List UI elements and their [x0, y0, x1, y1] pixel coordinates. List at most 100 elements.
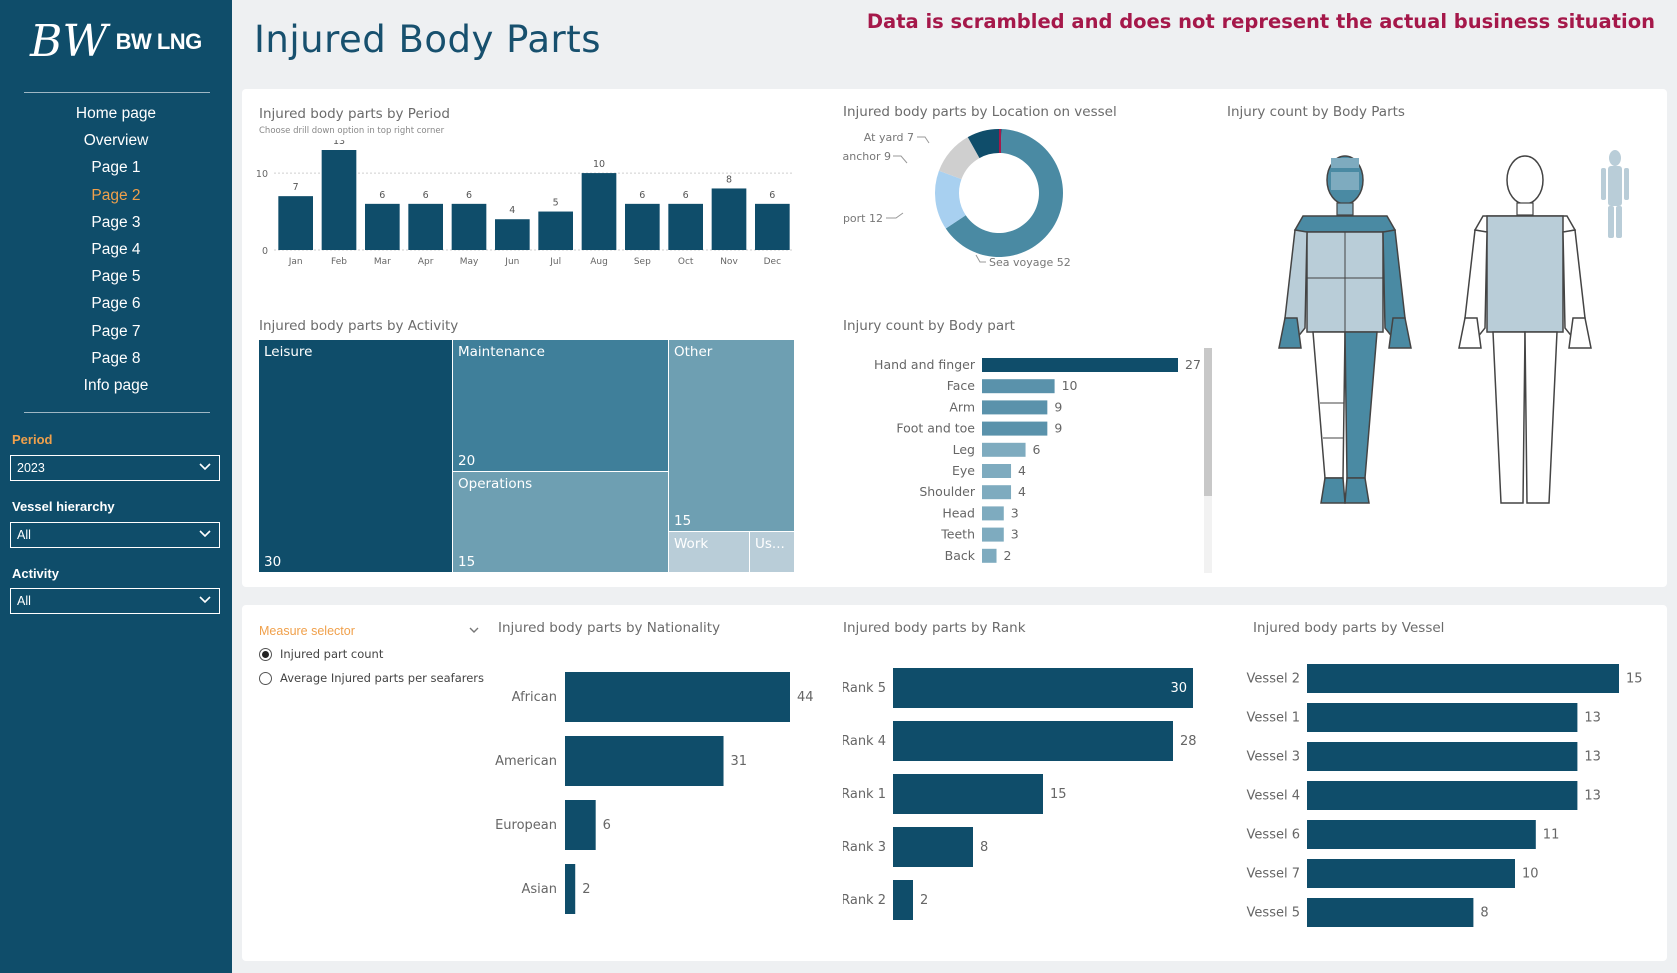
bar-Jul[interactable] — [538, 211, 573, 250]
logo-text: BW LNG — [115, 29, 203, 54]
x-tick-label: Mar — [374, 257, 391, 267]
scrollbar-thumb[interactable] — [1204, 348, 1212, 496]
period-chart-title: Injured body parts by Period — [259, 106, 450, 122]
bar-vessel-1[interactable] — [1307, 703, 1578, 732]
nav-item-page-1[interactable]: Page 1 — [91, 159, 141, 177]
data-label: 6 — [639, 190, 645, 201]
nav-item-page-6[interactable]: Page 6 — [91, 295, 141, 313]
neck-region — [1336, 202, 1354, 216]
category-label: Vessel 4 — [1247, 789, 1300, 804]
data-label: 10 — [593, 159, 605, 170]
treemap-tile-other[interactable]: Other 15 — [669, 340, 794, 531]
scrollbar-track[interactable] — [1204, 348, 1212, 573]
data-label: 8 — [726, 174, 732, 185]
treemap-value: 20 — [458, 453, 476, 469]
bar-May[interactable] — [451, 203, 487, 250]
bar-african[interactable] — [565, 672, 790, 722]
measure-selector-title: Measure selector — [259, 624, 355, 638]
bar-rank-1[interactable] — [893, 774, 1043, 814]
x-tick-label: Oct — [678, 257, 694, 267]
x-tick-label: May — [460, 257, 479, 267]
nav-item-page-8[interactable]: Page 8 — [91, 349, 141, 367]
treemap-tile-work[interactable]: Work — [669, 532, 749, 572]
bar-american[interactable] — [565, 736, 724, 786]
category-label: Leg — [953, 442, 975, 457]
bar-vessel-2[interactable] — [1307, 664, 1619, 693]
activity-dropdown[interactable]: All — [10, 588, 220, 614]
bar-rank-4[interactable] — [893, 721, 1173, 761]
bar-rank-5[interactable] — [893, 668, 1193, 708]
category-label: Vessel 2 — [1247, 672, 1300, 687]
back-region — [1486, 215, 1564, 333]
nav-item-page-2[interactable]: Page 2 — [91, 186, 141, 204]
bar-hand-and-finger[interactable] — [982, 358, 1178, 372]
period-slicer-label: Period — [12, 432, 53, 447]
bar-Jan[interactable] — [278, 196, 313, 250]
treemap-tile-maintenance[interactable]: Maintenance 20 — [453, 340, 668, 471]
nav-item-page-3[interactable]: Page 3 — [91, 213, 141, 231]
bar-rank-2[interactable] — [893, 880, 913, 920]
rank-chart-title: Injured body parts by Rank — [843, 620, 1026, 636]
bar-Apr[interactable] — [408, 203, 443, 250]
bar-vessel-4[interactable] — [1307, 781, 1578, 810]
slice-sea-voyage[interactable] — [945, 129, 1063, 257]
bar-back[interactable] — [982, 548, 997, 563]
bar-face[interactable] — [982, 379, 1055, 394]
bar-vessel-7[interactable] — [1307, 859, 1515, 888]
category-label: American — [495, 754, 557, 769]
slice-at-yard[interactable] — [967, 129, 1002, 159]
treemap-tile-us[interactable]: Us... — [750, 532, 794, 572]
data-label: 3 — [1011, 505, 1019, 520]
nav-item-home-page[interactable]: Home page — [75, 105, 157, 122]
bar-european[interactable] — [565, 800, 596, 850]
data-label: 31 — [731, 754, 748, 769]
nav-item-page-7[interactable]: Page 7 — [91, 322, 141, 340]
bar-teeth[interactable] — [982, 527, 1004, 542]
slice-at-anchor[interactable] — [938, 137, 980, 180]
bar-asian[interactable] — [565, 864, 576, 914]
period-dropdown[interactable]: 2023 — [10, 455, 220, 481]
bar-Oct[interactable] — [668, 203, 703, 250]
bar-leg[interactable] — [982, 442, 1026, 457]
data-label: 6 — [466, 190, 472, 201]
bar-Jun[interactable] — [495, 219, 530, 250]
bar-Feb[interactable] — [321, 150, 357, 250]
bar-Dec[interactable] — [755, 203, 790, 250]
bar-vessel-6[interactable] — [1307, 820, 1536, 849]
data-label: 6 — [379, 190, 385, 201]
chevron-down-icon[interactable] — [468, 624, 480, 636]
radio-injured-part-count[interactable]: Injured part count — [259, 647, 383, 661]
data-label: 28 — [1180, 734, 1197, 749]
data-label: 13 — [1584, 789, 1601, 804]
left-leg-region — [1312, 331, 1346, 479]
vessel-hierarchy-slicer-label: Vessel hierarchy — [12, 499, 115, 514]
bar-shoulder[interactable] — [982, 485, 1012, 500]
vessel-hierarchy-dropdown[interactable]: All — [10, 522, 220, 548]
nav-item-page-5[interactable]: Page 5 — [91, 268, 141, 286]
chevron-down-icon — [199, 463, 211, 471]
nav-item-page-4[interactable]: Page 4 — [91, 240, 141, 258]
bar-rank-3[interactable] — [893, 827, 973, 867]
bar-Mar[interactable] — [365, 203, 400, 250]
x-tick-label: Nov — [720, 257, 738, 267]
slice-in-port[interactable] — [935, 170, 966, 229]
bar-foot-and-toe[interactable] — [982, 421, 1048, 436]
category-label: Vessel 6 — [1247, 828, 1300, 843]
bar-eye[interactable] — [982, 464, 1012, 478]
bar-vessel-3[interactable] — [1307, 742, 1578, 771]
bar-Aug[interactable] — [581, 173, 617, 250]
treemap-tile-operations[interactable]: Operations 15 — [453, 472, 668, 572]
bar-Nov[interactable] — [711, 188, 747, 250]
radio-unselected-icon — [259, 671, 272, 685]
bar-vessel-5[interactable] — [1307, 898, 1474, 927]
radio-average-per-seafarer[interactable]: Average Injured parts per seafarers — [259, 671, 484, 685]
bar-head[interactable] — [982, 506, 1004, 521]
treemap-tile-leisure[interactable]: Leisure 30 — [259, 340, 452, 572]
back-left-hand-region — [1458, 317, 1482, 349]
nav-item-overview[interactable]: Overview — [83, 132, 149, 150]
data-label: 4 — [509, 205, 515, 216]
bar-arm[interactable] — [982, 400, 1048, 415]
bar-Sep[interactable] — [625, 203, 660, 250]
category-label: Rank 5 — [843, 681, 886, 696]
nav-item-info-page[interactable]: Info page — [83, 376, 149, 394]
